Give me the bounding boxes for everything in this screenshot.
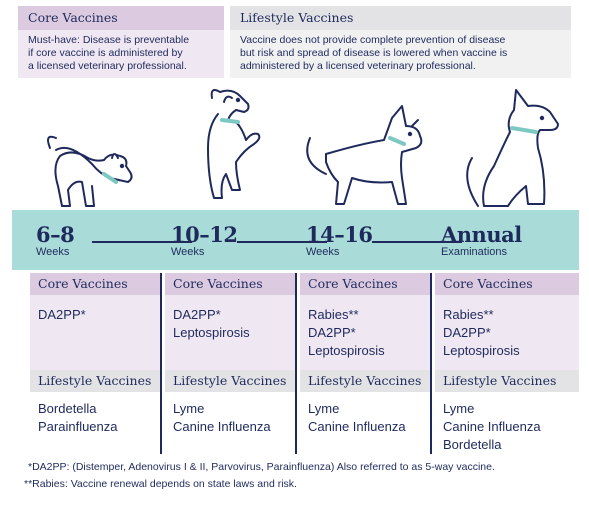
vaccine-item: Bordetella — [443, 437, 502, 452]
age-band — [12, 210, 579, 270]
legend-core-line: Must-have: Disease is preventable — [28, 34, 190, 46]
column-divider — [295, 273, 297, 454]
vaccine-item: DA2PP* — [308, 325, 356, 340]
stage-age-2: 10–12 Weeks — [171, 222, 327, 258]
age-unit: Examinations — [441, 246, 508, 258]
dog-walking-icon — [306, 105, 423, 205]
age-range: 10–12 — [171, 222, 238, 247]
lifestyle-vaccines-header: Lifestyle Vaccines — [165, 370, 295, 392]
puppy-play-bow-icon — [47, 135, 133, 207]
legend-lifestyle-line: but risk and spread of disease is lowere… — [240, 47, 508, 59]
age-range: Annual — [441, 222, 522, 247]
legend-lifestyle-line: administered by a licensed veterinary pr… — [240, 60, 476, 72]
age-unit: Weeks — [36, 246, 70, 258]
vaccine-item: Canine Influenza — [308, 419, 406, 434]
vaccine-item: Canine Influenza — [443, 419, 541, 434]
vaccine-item: Leptospirosis — [308, 343, 385, 358]
age-unit: Weeks — [306, 246, 340, 258]
legend-lifestyle-line: Vaccine does not provide complete preven… — [240, 34, 506, 46]
dog-sitting-icon — [466, 89, 559, 207]
dog-illustrations — [47, 89, 559, 207]
stage-age-4: Annual Examinations — [441, 222, 522, 258]
vaccine-item: DA2PP* — [38, 307, 86, 322]
stage-age-1: 6–8 Weeks — [36, 222, 192, 258]
footnote-da2pp: *DA2PP: (Distemper, Adenovirus I & II, P… — [28, 461, 495, 473]
lifestyle-vaccines-header: Lifestyle Vaccines — [30, 370, 160, 392]
core-vaccines-header: Core Vaccines — [165, 273, 295, 295]
vaccine-item: Leptospirosis — [443, 343, 520, 358]
vaccine-item: Canine Influenza — [173, 419, 271, 434]
age-unit: Weeks — [171, 246, 205, 258]
core-vaccines-list: DA2PP* — [30, 295, 160, 370]
lifestyle-vaccines-header: Lifestyle Vaccines — [300, 370, 430, 392]
lifestyle-vaccines-list: Lyme Canine Influenza Bordetella — [435, 392, 579, 454]
core-vaccines-header: Core Vaccines — [30, 273, 160, 295]
legend-lifestyle-description: Vaccine does not provide complete preven… — [230, 30, 571, 78]
footnote-rabies: **Rabies: Vaccine renewal depends on sta… — [24, 478, 297, 490]
lifestyle-vaccines-list: Lyme Canine Influenza — [165, 392, 295, 454]
vaccine-item: Rabies** — [308, 307, 359, 322]
core-vaccines-list: DA2PP* Leptospirosis — [165, 295, 295, 370]
vaccine-item: Lyme — [173, 401, 205, 416]
column-divider — [160, 273, 162, 454]
lifestyle-vaccines-list: Bordetella Parainfluenza — [30, 392, 160, 454]
legend-core-line: if core vaccine is administered by — [28, 47, 183, 59]
age-underline — [372, 241, 462, 243]
age-underline — [92, 241, 192, 243]
legend-core-line: a licensed veterinary professional. — [28, 60, 187, 72]
legend-core-description: Must-have: Disease is preventable if cor… — [18, 30, 224, 78]
vaccine-item: DA2PP* — [443, 325, 491, 340]
stage-age-3: 14–16 Weeks — [306, 222, 462, 258]
lifestyle-vaccines-list: Lyme Canine Influenza — [300, 392, 430, 454]
legend-core-title: Core Vaccines — [18, 6, 224, 30]
age-range: 14–16 — [306, 222, 373, 247]
vaccine-item: Lyme — [308, 401, 340, 416]
puppy-jumping-icon — [207, 89, 261, 199]
column-divider — [430, 273, 432, 454]
vaccine-item: Bordetella — [38, 401, 97, 416]
vaccine-item: Rabies** — [443, 307, 494, 322]
core-vaccines-list: Rabies** DA2PP* Leptospirosis — [300, 295, 430, 370]
vaccine-item: Leptospirosis — [173, 325, 250, 340]
lifestyle-vaccines-header: Lifestyle Vaccines — [435, 370, 579, 392]
age-range: 6–8 — [36, 222, 75, 247]
vaccine-item: Parainfluenza — [38, 419, 118, 434]
vaccine-item: Lyme — [443, 401, 475, 416]
core-vaccines-header: Core Vaccines — [435, 273, 579, 295]
core-vaccines-header: Core Vaccines — [300, 273, 430, 295]
core-vaccines-list: Rabies** DA2PP* Leptospirosis — [435, 295, 579, 370]
age-underline — [237, 241, 327, 243]
vaccine-item: DA2PP* — [173, 307, 221, 322]
legend-lifestyle-title: Lifestyle Vaccines — [230, 6, 571, 30]
